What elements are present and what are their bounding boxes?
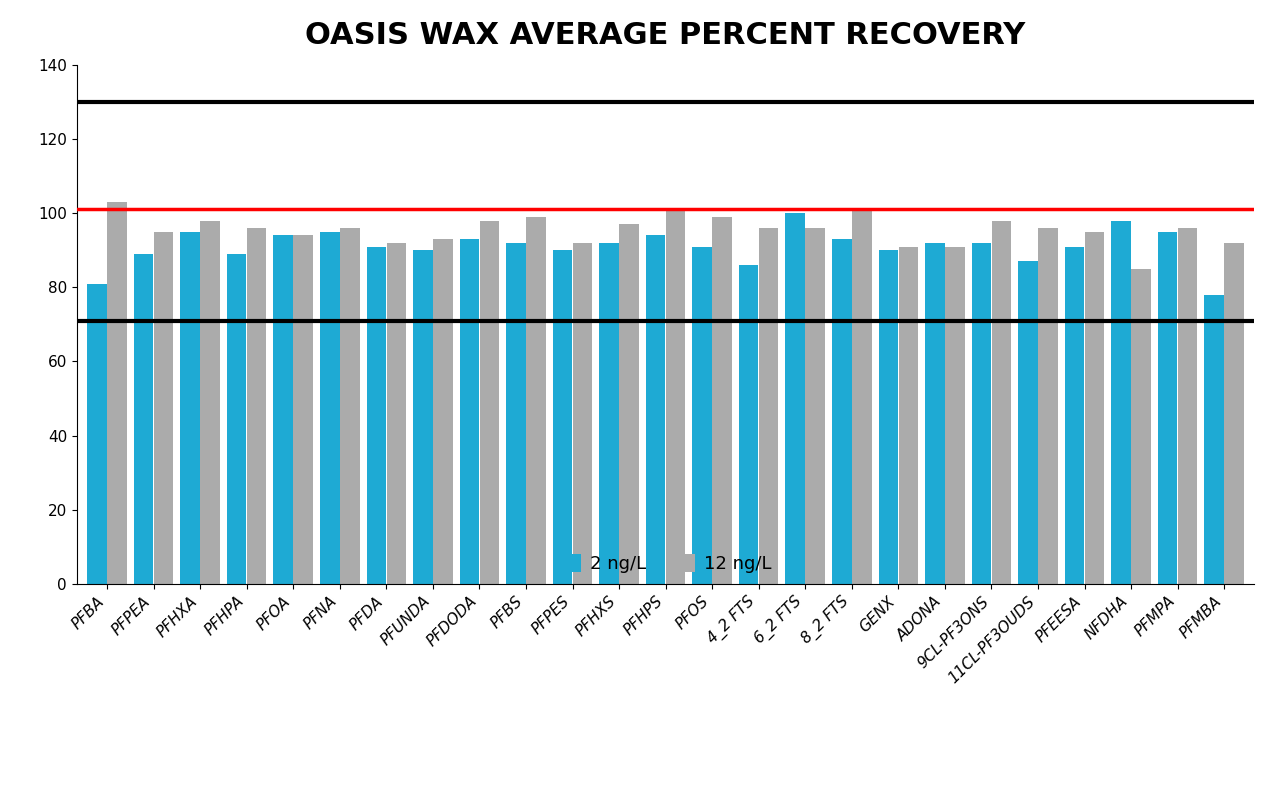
Bar [646, 235, 666, 584]
Bar [1038, 228, 1057, 584]
Bar [852, 209, 872, 584]
Bar [1225, 242, 1244, 584]
Bar [433, 239, 453, 584]
Bar [1111, 221, 1130, 584]
Bar [1132, 268, 1151, 584]
Bar [692, 247, 712, 584]
Bar [832, 239, 851, 584]
Title: OASIS WAX AVERAGE PERCENT RECOVERY: OASIS WAX AVERAGE PERCENT RECOVERY [306, 21, 1025, 50]
Bar [480, 221, 499, 584]
Bar [366, 247, 387, 584]
Bar [805, 228, 826, 584]
Bar [759, 228, 778, 584]
Bar [786, 213, 805, 584]
Bar [1158, 232, 1178, 584]
Bar [620, 225, 639, 584]
Bar [154, 232, 173, 584]
Bar [1178, 228, 1197, 584]
Bar [945, 247, 965, 584]
Legend: 2 ng/L, 12 ng/L: 2 ng/L, 12 ng/L [553, 547, 778, 580]
Bar [599, 242, 618, 584]
Bar [134, 254, 154, 584]
Bar [460, 239, 479, 584]
Bar [713, 217, 732, 584]
Bar [387, 242, 406, 584]
Bar [739, 265, 759, 584]
Bar [227, 254, 247, 584]
Bar [1084, 232, 1105, 584]
Bar [87, 284, 106, 584]
Bar [108, 202, 127, 584]
Bar [572, 242, 593, 584]
Bar [247, 228, 266, 584]
Bar [526, 217, 545, 584]
Bar [1204, 294, 1224, 584]
Bar [925, 242, 945, 584]
Bar [553, 251, 572, 584]
Bar [180, 232, 200, 584]
Bar [413, 251, 433, 584]
Bar [506, 242, 526, 584]
Bar [972, 242, 991, 584]
Bar [340, 228, 360, 584]
Bar [293, 235, 314, 584]
Bar [992, 221, 1011, 584]
Bar [1065, 247, 1084, 584]
Bar [201, 221, 220, 584]
Bar [666, 209, 685, 584]
Bar [1018, 261, 1038, 584]
Bar [878, 251, 899, 584]
Bar [274, 235, 293, 584]
Bar [320, 232, 339, 584]
Bar [899, 247, 918, 584]
